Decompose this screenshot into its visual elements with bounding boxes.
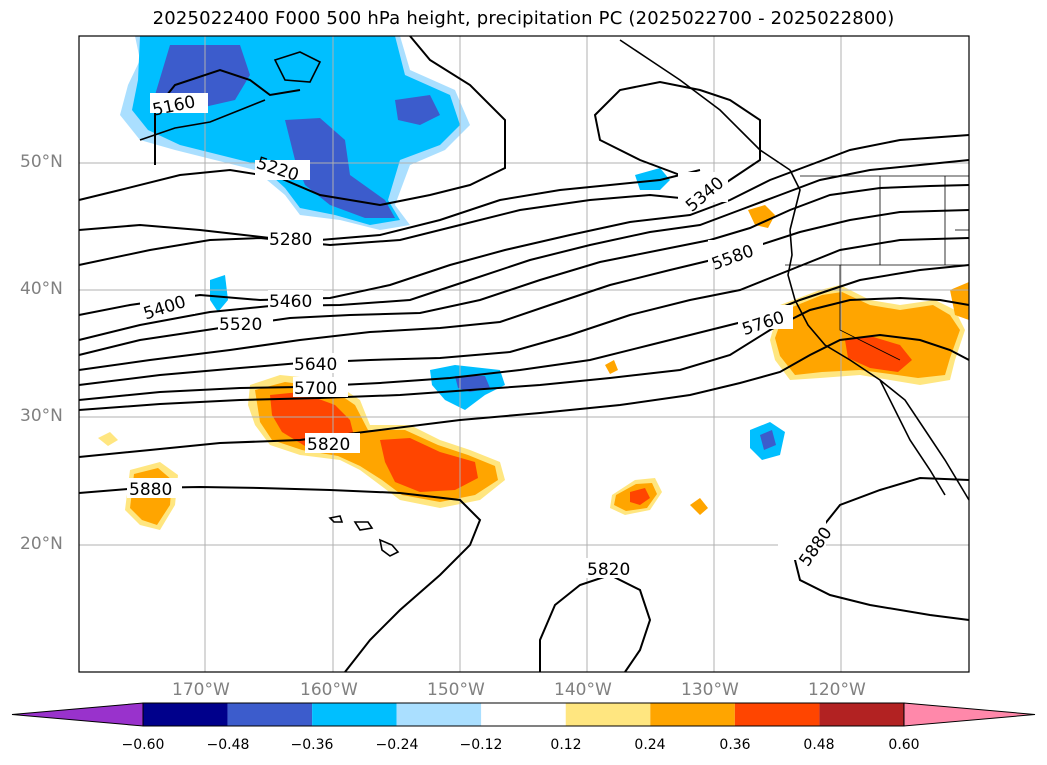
precip-negative-areas [120, 36, 785, 460]
lat-label: 40°N [20, 279, 63, 299]
lat-label: 20°N [20, 534, 63, 554]
colorbar-segment [481, 703, 566, 726]
contour-5640 [78, 237, 970, 386]
colorbar-tick: −0.12 [459, 737, 503, 753]
lat-label: 50°N [20, 152, 63, 172]
colorbar-segment [650, 703, 735, 726]
contour-label-5820-north: 5820 [307, 435, 350, 455]
contour-label-5640: 5640 [294, 355, 337, 375]
precip-positive-areas [98, 205, 969, 530]
map-title: 2025022400 F000 500 hPa height, precipit… [152, 8, 895, 29]
coast-bc [789, 169, 801, 231]
precip-orange-small-4 [950, 282, 969, 320]
coast-alaska-peninsula [139, 99, 266, 141]
colorbar-tick: −0.48 [206, 737, 250, 753]
colorbar-segment [396, 703, 482, 726]
lat-label: 30°N [20, 406, 63, 426]
colorbar-extend-high [903, 702, 1036, 727]
precip-orange-oregon [748, 205, 775, 228]
lon-label: 170°W [172, 680, 230, 700]
precip-orange-small-3 [98, 432, 118, 446]
coast-hawaii-2 [353, 521, 374, 531]
coast-hawaii-1 [378, 538, 400, 557]
colorbar-tick: −0.60 [121, 737, 165, 753]
colorbar-segments [11, 702, 1036, 727]
precip-darkblue-3 [395, 95, 440, 125]
lon-label: 130°W [681, 680, 739, 700]
precip-red-cali [845, 336, 912, 372]
colorbar-tick: 0.12 [550, 737, 582, 753]
contour-5220 [78, 35, 506, 207]
lon-label: 150°W [427, 680, 485, 700]
contour-label-5880-west: 5880 [129, 480, 172, 500]
lon-label: 160°W [300, 680, 358, 700]
contour-5880-west [78, 485, 482, 673]
colorbar-tick: 0.48 [803, 737, 835, 753]
contour-label-5280: 5280 [269, 230, 312, 250]
coast-se-alaska [619, 39, 791, 171]
map-panel: 5160 5220 5280 5340 5400 5460 5520 5580 … [78, 35, 970, 673]
coast-alaska [273, 51, 322, 83]
lon-label: 140°W [554, 680, 612, 700]
contour-5760 [78, 296, 970, 411]
precip-red-se [630, 488, 650, 505]
precip-orange-small-2 [605, 360, 618, 374]
lon-label: 120°W [808, 680, 866, 700]
colorbar-extend-low [11, 702, 144, 727]
contour-label-5700: 5700 [294, 379, 337, 399]
precip-blue-small-3 [635, 168, 670, 190]
contour-label-5460: 5460 [269, 292, 312, 312]
precip-darkblue-small [455, 376, 490, 392]
colorbar-segment [312, 703, 397, 726]
contour-5400 [78, 134, 970, 316]
precip-blue-small-4 [210, 275, 228, 312]
contour-5580 [78, 209, 970, 371]
precip-red-main-2 [380, 438, 478, 492]
contour-label-5820-south: 5820 [587, 560, 630, 580]
coast-westcoast [787, 229, 970, 501]
precip-orange-cali-2 [775, 292, 960, 378]
graticule [79, 36, 969, 672]
coastlines [139, 39, 970, 557]
plot-border [78, 35, 970, 673]
contour-5700 [78, 264, 970, 401]
colorbar-segment [565, 703, 651, 726]
colorbar-tick: −0.24 [375, 737, 419, 753]
colorbar-tick: 0.24 [634, 737, 666, 753]
contour-label-5520: 5520 [219, 315, 262, 335]
colorbar-tick: 0.60 [888, 737, 920, 753]
coast-hawaii-3 [328, 515, 344, 523]
precip-darkblue-small-2 [760, 430, 776, 450]
colorbar-segment [227, 703, 313, 726]
colorbar-segment [143, 703, 228, 726]
colorbar-segment [819, 703, 904, 726]
colorbar-tick: 0.36 [719, 737, 751, 753]
contour-5460 [78, 159, 970, 341]
colorbar-tick: −0.36 [290, 737, 334, 753]
precip-orange-small-1 [690, 498, 708, 515]
contour-5820-north [78, 333, 970, 458]
colorbar-outline [142, 702, 905, 727]
precip-darkblue-2 [285, 118, 395, 218]
colorbar-segment [734, 703, 820, 726]
contour-5280 [78, 169, 701, 242]
